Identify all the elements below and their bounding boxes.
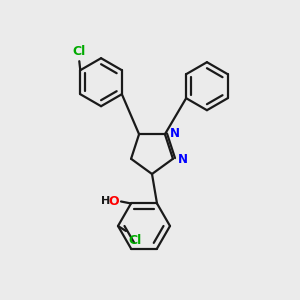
Text: N: N (170, 127, 180, 140)
Text: Cl: Cl (73, 45, 86, 58)
Text: N: N (178, 153, 188, 166)
Text: O: O (108, 195, 119, 208)
Text: H: H (101, 196, 110, 206)
Text: Cl: Cl (128, 234, 141, 247)
